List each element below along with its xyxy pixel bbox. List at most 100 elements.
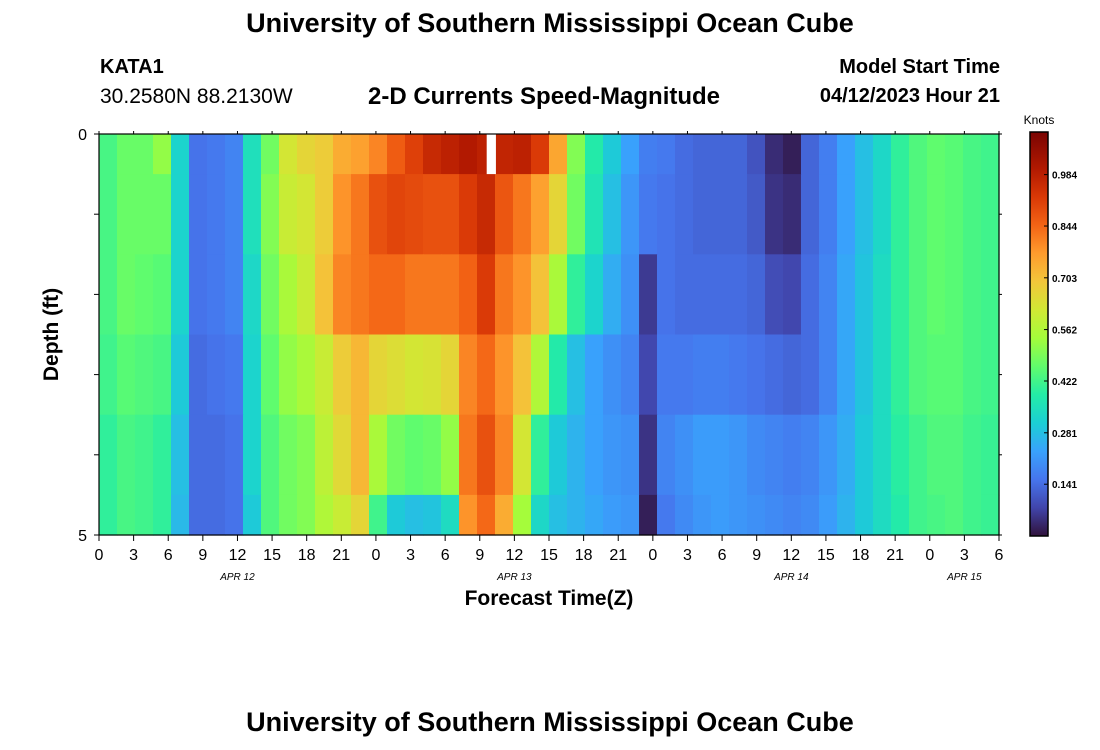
heat-cell <box>189 254 208 336</box>
heat-cell <box>747 414 766 496</box>
heat-cell <box>855 334 874 416</box>
heat-cell <box>279 134 298 175</box>
heat-cell <box>99 134 118 175</box>
heat-cell <box>765 334 784 416</box>
heat-cell <box>927 334 946 416</box>
heat-cell <box>513 334 532 416</box>
heat-cell <box>657 334 676 416</box>
page-title: University of Southern Mississippi Ocean… <box>246 8 854 38</box>
heat-cell <box>909 254 928 336</box>
heat-cell <box>135 414 154 496</box>
heat-cell <box>423 414 442 496</box>
heat-cell <box>837 254 856 336</box>
heat-cell <box>981 254 1000 336</box>
x-tick-label: 9 <box>752 547 761 564</box>
heat-cell <box>135 254 154 336</box>
heat-cell <box>459 334 478 416</box>
heat-cell <box>279 254 298 336</box>
heat-cell <box>927 134 946 175</box>
heat-cell <box>477 334 496 416</box>
y-axis-label: Depth (ft) <box>40 288 63 381</box>
heat-cell <box>657 414 676 496</box>
heat-cell <box>261 334 280 416</box>
heat-cell <box>927 174 946 255</box>
x-tick-label: 6 <box>441 547 450 564</box>
heat-cell <box>981 414 1000 496</box>
heat-cell <box>369 174 388 255</box>
x-tick-label: 12 <box>229 547 247 564</box>
heat-cell <box>837 174 856 255</box>
heat-cell <box>243 254 262 336</box>
heat-cell <box>495 494 514 536</box>
heat-cell <box>189 174 208 255</box>
heat-cell <box>567 414 586 496</box>
heat-cell <box>783 254 802 336</box>
x-tick-label: 21 <box>332 547 350 564</box>
colorbar-tick-label: 0.422 <box>1052 377 1077 388</box>
heat-cell <box>171 174 190 255</box>
heat-cell <box>477 494 496 536</box>
heat-cell <box>225 414 244 496</box>
heat-cell <box>693 414 712 496</box>
heat-cell <box>459 494 478 536</box>
heat-cell <box>873 414 892 496</box>
heat-cell <box>117 334 136 416</box>
heat-cell <box>675 494 694 536</box>
heat-cell <box>963 334 982 416</box>
heat-cell <box>243 494 262 536</box>
heat-cell <box>693 174 712 255</box>
heat-cell <box>801 494 820 536</box>
heat-cell <box>621 134 640 175</box>
heat-cell <box>657 494 676 536</box>
heat-cell <box>423 174 442 255</box>
heat-cell <box>423 334 442 416</box>
heat-cell <box>99 494 118 536</box>
model-start-label: Model Start Time <box>839 56 1000 78</box>
heat-cell <box>315 334 334 416</box>
heat-cell <box>567 174 586 255</box>
heat-cell <box>963 174 982 255</box>
heat-cell <box>837 134 856 175</box>
heat-cell <box>639 414 658 496</box>
heat-cell <box>747 494 766 536</box>
heat-cell <box>855 134 874 175</box>
heat-cell <box>405 134 424 175</box>
heat-cell <box>261 174 280 255</box>
heat-cell <box>513 134 532 175</box>
heat-cell <box>153 254 172 336</box>
heat-cell <box>531 134 550 175</box>
heat-cell <box>945 334 964 416</box>
heat-cell <box>567 494 586 536</box>
heat-cell <box>891 254 910 336</box>
heat-cell <box>783 174 802 255</box>
colorbar-unit-label: Knots <box>1024 113 1055 127</box>
heat-cell <box>423 494 442 536</box>
heat-cell <box>207 414 226 496</box>
heat-cell <box>189 494 208 536</box>
heat-cell <box>765 134 784 175</box>
x-tick-label: 0 <box>95 547 104 564</box>
heat-cell <box>531 414 550 496</box>
heat-cell <box>387 174 406 255</box>
x-tick-label: 6 <box>995 547 1004 564</box>
heat-cell <box>135 494 154 536</box>
heat-cell <box>243 134 262 175</box>
heat-cell <box>819 494 838 536</box>
x-tick-label: 0 <box>925 547 934 564</box>
heat-cell <box>531 494 550 536</box>
heat-cell <box>945 134 964 175</box>
heat-cell <box>495 174 514 255</box>
heat-cell <box>153 174 172 255</box>
heat-cell <box>945 494 964 536</box>
date-label: APR 13 <box>496 572 532 583</box>
heat-cell <box>729 134 748 175</box>
heat-cell <box>729 174 748 255</box>
date-label: APR 12 <box>219 572 255 583</box>
heat-cell <box>621 254 640 336</box>
heat-cell <box>225 134 244 175</box>
heat-cell <box>369 134 388 175</box>
heat-cell <box>279 494 298 536</box>
date-label: APR 15 <box>946 572 982 583</box>
heat-cell <box>603 174 622 255</box>
heat-cell <box>783 134 802 175</box>
